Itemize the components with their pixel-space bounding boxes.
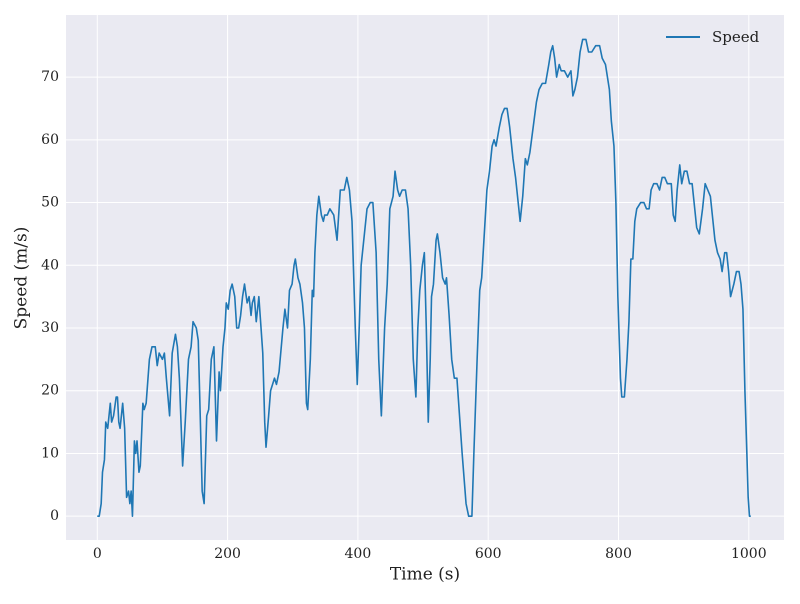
x-tick-label: 1000: [731, 546, 767, 562]
y-tick-label: 20: [41, 383, 59, 399]
y-tick-label: 50: [41, 195, 59, 211]
x-axis-label: Time (s): [390, 565, 460, 585]
y-tick-label: 70: [41, 69, 59, 85]
legend-label: Speed: [712, 28, 760, 46]
x-tick-label: 600: [475, 546, 502, 562]
x-tick-label: 0: [93, 546, 102, 562]
y-tick-label: 10: [41, 445, 59, 461]
x-tick-label: 800: [605, 546, 632, 562]
y-tick-label: 0: [50, 508, 59, 524]
x-tick-label: 200: [214, 546, 241, 562]
grid: [66, 15, 784, 540]
y-tick-label: 40: [41, 257, 59, 273]
y-tick-label: 60: [41, 132, 59, 148]
x-tick-label: 400: [345, 546, 372, 562]
line: [97, 38, 751, 517]
y-axis-label: Speed (m/s): [12, 227, 32, 330]
marks: [97, 38, 751, 517]
y-tick-label: 30: [41, 320, 59, 336]
